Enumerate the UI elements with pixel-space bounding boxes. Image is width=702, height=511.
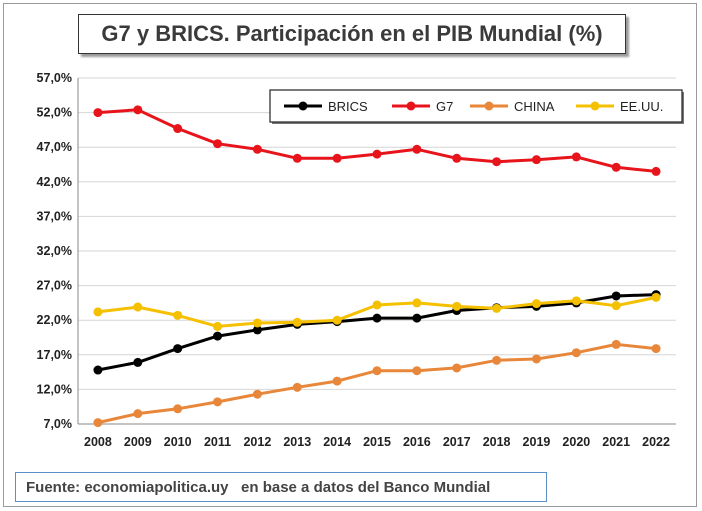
series-lines (93, 105, 661, 428)
data-point (611, 162, 621, 172)
y-tick-label: 22,0% (37, 313, 72, 327)
data-point (213, 331, 223, 341)
y-tick-label: 57,0% (37, 71, 72, 85)
data-point (531, 299, 541, 309)
x-tick-label: 2021 (602, 435, 630, 449)
x-tick-label: 2022 (642, 435, 670, 449)
x-tick-label: 2015 (363, 435, 391, 449)
axes: 7,0% 12,0% 17,0% 22,0% 27,0% 32,0% 37,0% 42,0% 4… (37, 71, 676, 449)
data-point (651, 344, 661, 354)
y-tick-label: 37,0% (37, 209, 72, 223)
data-point (173, 310, 183, 320)
data-point (492, 157, 502, 167)
data-point (452, 153, 462, 163)
data-point (213, 321, 223, 331)
data-point (412, 313, 422, 323)
y-tick-label: 52,0% (37, 106, 72, 120)
data-point (372, 149, 382, 159)
y-tick-label: 12,0% (37, 382, 72, 396)
data-point (133, 409, 143, 419)
data-point (252, 325, 262, 335)
data-point (292, 382, 302, 392)
source-box: Fuente: economiapolitica.uy en base a da… (15, 472, 547, 502)
data-point (492, 303, 502, 313)
y-tick-label: 42,0% (37, 175, 72, 189)
data-point (93, 365, 103, 375)
data-point (332, 315, 342, 325)
x-tick-label: 2009 (124, 435, 152, 449)
data-point (531, 354, 541, 364)
x-tick-label: 2016 (403, 435, 431, 449)
data-point (372, 313, 382, 323)
data-point (213, 139, 223, 149)
x-tick-label: 2017 (443, 435, 471, 449)
data-point (651, 166, 661, 176)
data-point (571, 348, 581, 358)
data-point (252, 389, 262, 399)
data-point (412, 144, 422, 154)
data-point (332, 153, 342, 163)
data-point (372, 300, 382, 310)
legend-label: G7 (436, 99, 453, 114)
data-point (531, 155, 541, 165)
data-point (93, 108, 103, 118)
x-tick-label: 2018 (483, 435, 511, 449)
legend-label: BRICS (328, 99, 368, 114)
data-point (292, 153, 302, 163)
data-point (452, 301, 462, 311)
source-note: Fuente: economiapolitica.uy en base a da… (26, 478, 491, 496)
x-tick-label: 2019 (523, 435, 551, 449)
data-point (93, 307, 103, 317)
x-tick-label: 2011 (204, 435, 231, 449)
data-point (252, 318, 262, 328)
legend-swatch-marker (590, 101, 600, 111)
data-point (492, 355, 502, 365)
legend-swatch-marker (484, 101, 494, 111)
data-point (213, 397, 223, 407)
data-point (173, 124, 183, 134)
data-point (332, 376, 342, 386)
data-point (372, 366, 382, 376)
legend-label: EE.UU. (620, 99, 663, 114)
x-tick-label: 2014 (323, 435, 351, 449)
data-point (173, 344, 183, 354)
x-tick-label: 2008 (84, 435, 112, 449)
legend-label: CHINA (514, 99, 555, 114)
data-point (292, 317, 302, 327)
legend-swatch-marker (406, 101, 416, 111)
x-tick-label: 2010 (164, 435, 192, 449)
x-tick-label: 2020 (562, 435, 590, 449)
data-point (571, 296, 581, 306)
chart-title-box: G7 y BRICS. Participación en el PIB Mund… (78, 14, 626, 54)
chart-frame (3, 3, 697, 507)
data-point (93, 418, 103, 428)
y-tick-label: 47,0% (37, 140, 72, 154)
data-point (611, 301, 621, 311)
x-tick-label: 2012 (243, 435, 271, 449)
data-point (412, 366, 422, 376)
data-point (252, 144, 262, 154)
data-point (133, 357, 143, 367)
data-point (173, 404, 183, 414)
y-tick-label: 27,0% (37, 279, 72, 293)
data-point (133, 302, 143, 312)
y-tick-label: 32,0% (37, 244, 72, 258)
data-point (651, 292, 661, 302)
legend: BRICS G7 CHINA EE.UU. (269, 89, 684, 124)
chart-title: G7 y BRICS. Participación en el PIB Mund… (101, 21, 603, 46)
data-point (412, 298, 422, 308)
y-tick-label: 17,0% (37, 348, 72, 362)
data-point (133, 105, 143, 115)
data-point (611, 339, 621, 349)
y-tick-label: 7,0% (44, 417, 73, 431)
data-point (452, 363, 462, 373)
data-point (571, 152, 581, 162)
x-tick-label: 2013 (283, 435, 311, 449)
data-point (611, 291, 621, 301)
legend-swatch-marker (298, 101, 308, 111)
